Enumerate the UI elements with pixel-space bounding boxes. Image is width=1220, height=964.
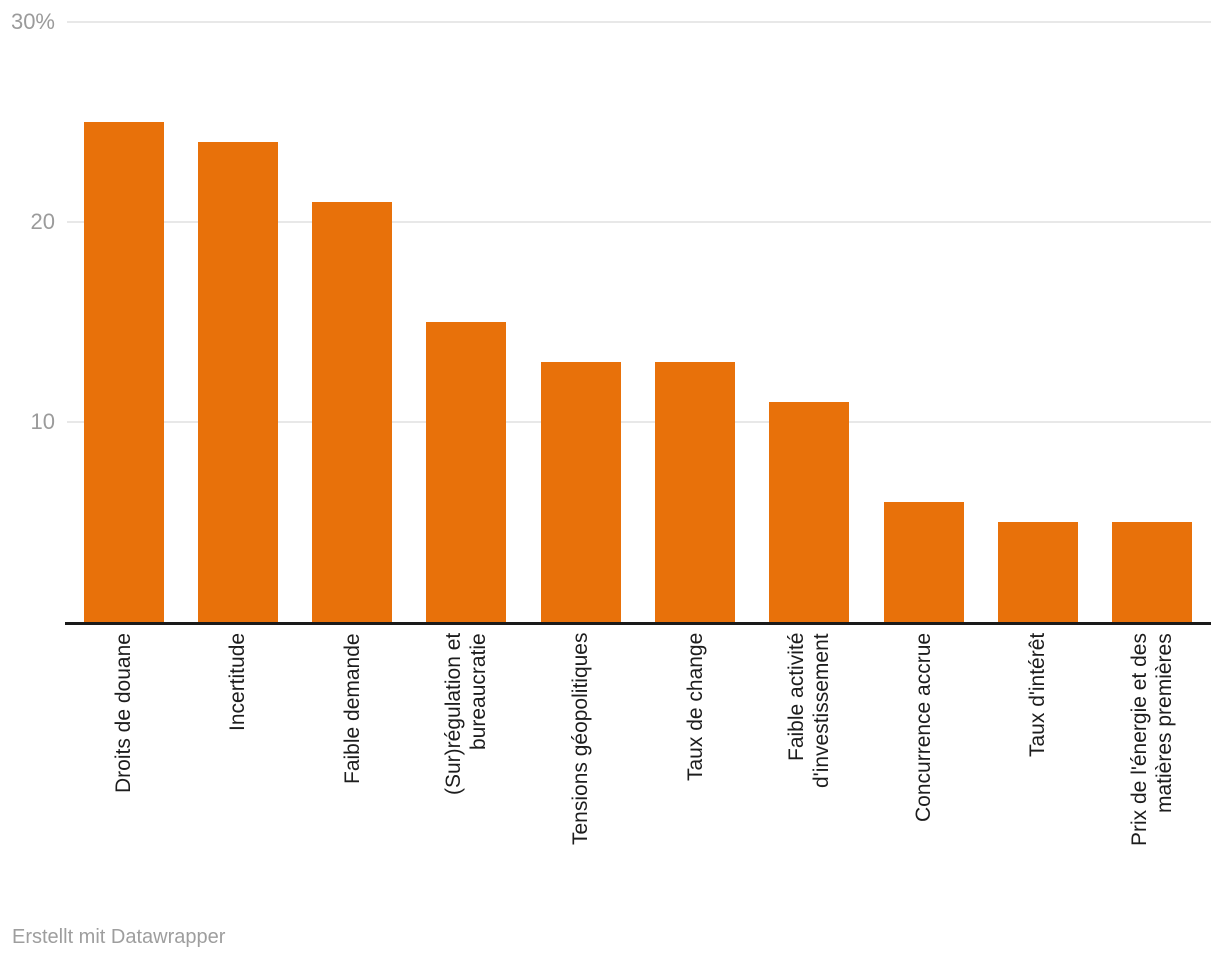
bar-5[interactable] bbox=[655, 362, 735, 622]
x-label-text: Incertitude bbox=[226, 633, 250, 732]
x-label-9: Prix de l'énergie et des matières premiè… bbox=[1095, 633, 1209, 903]
x-label-8: Taux d'intérêt bbox=[981, 633, 1095, 903]
x-label-text: (Sur)régulation et bureaucratie bbox=[442, 633, 491, 796]
x-label-text: Tensions géopolitiques bbox=[569, 633, 593, 846]
x-label-text: Prix de l'énergie et des matières premiè… bbox=[1128, 633, 1177, 846]
bar-2[interactable] bbox=[312, 202, 393, 622]
x-label-1: Incertitude bbox=[181, 633, 295, 903]
bar-8[interactable] bbox=[997, 522, 1078, 622]
x-label-0: Droits de douane bbox=[67, 633, 181, 903]
x-label-6: Faible activité d'investissement bbox=[752, 633, 866, 903]
gridline-10 bbox=[67, 421, 1211, 423]
x-label-3: (Sur)régulation et bureaucratie bbox=[409, 633, 523, 903]
bar-0[interactable] bbox=[83, 122, 164, 622]
x-label-text: Concurrence accrue bbox=[912, 633, 936, 823]
gridline-20 bbox=[67, 221, 1211, 223]
x-label-text: Faible demande bbox=[340, 633, 364, 784]
bar-9[interactable] bbox=[1112, 522, 1193, 622]
y-tick-label: 30% bbox=[10, 9, 55, 34]
x-label-text: Taux d'intérêt bbox=[1026, 633, 1050, 758]
y-tick-label: 20 bbox=[30, 209, 55, 234]
bar-7[interactable] bbox=[883, 502, 964, 622]
x-axis-line bbox=[65, 622, 1211, 625]
bar-4[interactable] bbox=[540, 362, 621, 622]
x-label-5: Taux de change bbox=[638, 633, 752, 903]
x-label-text: Faible activité d'investissement bbox=[785, 633, 834, 788]
bar-1[interactable] bbox=[197, 142, 278, 622]
footer-attribution[interactable]: Erstellt mit Datawrapper bbox=[12, 926, 226, 948]
x-label-4: Tensions géopolitiques bbox=[524, 633, 638, 903]
x-label-text: Taux de change bbox=[683, 633, 707, 782]
bar-6[interactable] bbox=[769, 402, 850, 622]
gridline-30 bbox=[67, 21, 1211, 23]
x-label-7: Concurrence accrue bbox=[867, 633, 981, 903]
x-label-text: Droits de douane bbox=[112, 633, 135, 793]
y-tick-label: 10 bbox=[30, 409, 55, 434]
bar-3[interactable] bbox=[426, 322, 507, 622]
x-label-2: Faible demande bbox=[295, 633, 409, 903]
